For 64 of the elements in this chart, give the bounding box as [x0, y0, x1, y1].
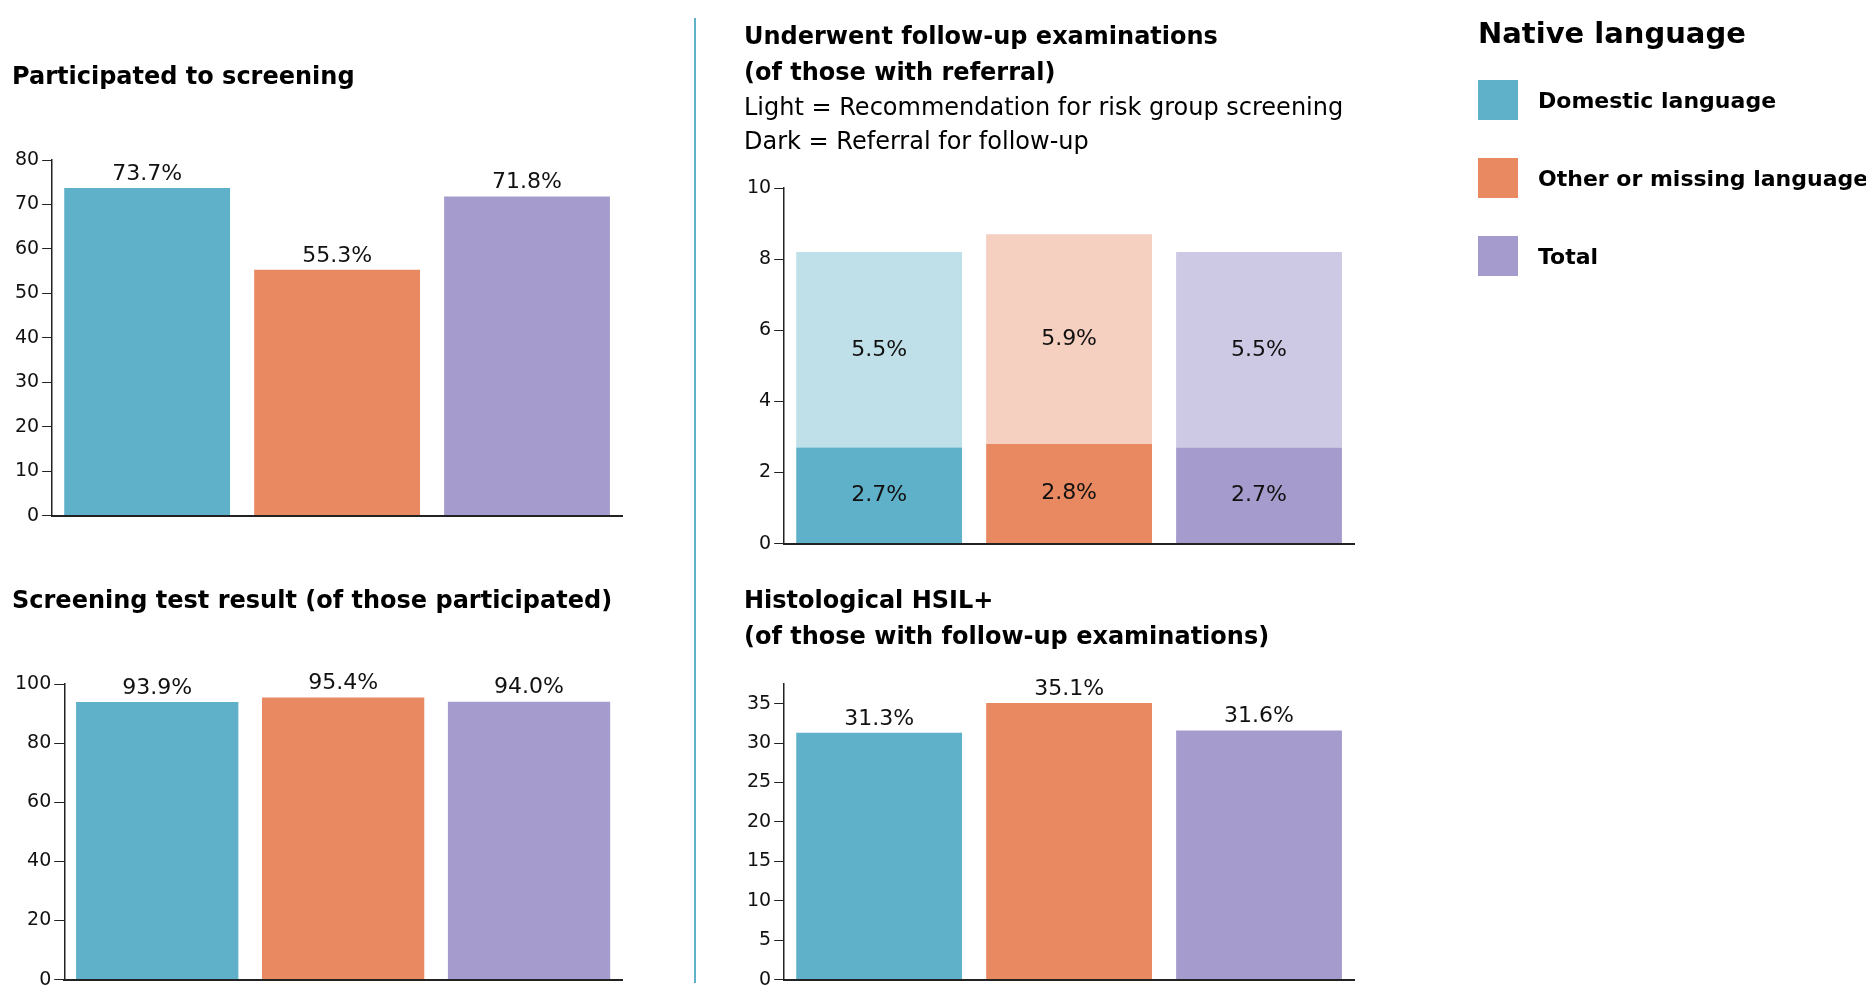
bar	[1176, 447, 1342, 544]
y-tick-label: 80	[27, 730, 52, 753]
data-label: 2.8%	[1041, 479, 1098, 505]
bar	[986, 234, 1152, 445]
data-label: 2.7%	[1231, 481, 1287, 507]
y-tick-label: 30	[14, 369, 40, 392]
data-label: 93.9%	[122, 673, 193, 699]
y-tick-label: 0	[759, 530, 772, 553]
y-tick-label: 35	[746, 690, 772, 713]
y-tick-label: 0	[759, 966, 772, 989]
y-tick-label: 10	[14, 458, 40, 481]
y-tick-label: 70	[14, 191, 40, 214]
y-tick-label: 4	[759, 388, 772, 411]
y-tick-label: 60	[14, 235, 40, 258]
data-label: 31.3%	[844, 704, 915, 730]
y-tick-label: 25	[746, 769, 772, 792]
data-label: 94.0%	[494, 673, 564, 699]
y-tick-label: 2	[759, 459, 772, 482]
data-label: 73.7%	[112, 159, 183, 185]
data-label: 31.6%	[1224, 702, 1294, 728]
y-tick-label: 40	[27, 848, 52, 871]
y-tick-label: 40	[14, 324, 40, 347]
data-label: 2.7%	[851, 481, 908, 507]
data-label: 35.1%	[1034, 674, 1105, 700]
data-label: 5.9%	[1041, 324, 1098, 350]
bar	[254, 269, 420, 516]
bar	[986, 702, 1152, 980]
bar	[1176, 730, 1342, 980]
y-tick-label: 100	[15, 670, 52, 693]
y-tick-label: 20	[14, 413, 40, 436]
y-tick-label: 10	[746, 887, 772, 910]
y-tick-label: 60	[27, 789, 52, 812]
chart-title: Histological HSIL+ (of those with follow-up examinations)	[744, 585, 1271, 652]
y-tick-label: 0	[27, 502, 40, 525]
chart-title: Participated to screening	[12, 61, 356, 92]
chart-title: Screening test result (of those participated)	[12, 585, 614, 616]
bar	[796, 447, 963, 544]
bar	[796, 252, 963, 448]
bar	[444, 196, 610, 516]
data-label: 5.5%	[851, 335, 908, 361]
text: Native language	[1478, 16, 1747, 50]
y-tick-label: 80	[14, 146, 40, 169]
y-tick-label: 30	[746, 730, 772, 753]
y-tick-label: 20	[746, 808, 772, 831]
data-label: 55.3%	[302, 241, 373, 267]
data-label: 71.8%	[492, 168, 562, 194]
bar	[1176, 252, 1342, 448]
data-label: 95.4%	[308, 669, 379, 695]
bar	[64, 188, 231, 516]
data-label: 5.5%	[1231, 335, 1287, 361]
category-label: Domestic language	[1538, 87, 1777, 113]
y-tick-label: 8	[759, 246, 772, 269]
bar	[796, 732, 963, 980]
y-tick-label: 6	[759, 317, 772, 340]
y-tick-label: 10	[746, 174, 772, 197]
y-tick-label: 5	[759, 927, 772, 950]
y-tick-label: 50	[14, 280, 40, 303]
y-tick-label: 0	[39, 966, 52, 989]
chart-subtitle: Light = Recommendation for risk group screening Dark = Referral for follow-up	[744, 92, 1345, 157]
chart-title: Underwent follow-up examinations (of those with referral)	[744, 21, 1219, 88]
y-tick-label: 20	[27, 907, 52, 930]
bar	[986, 444, 1152, 544]
category-label: Total	[1538, 243, 1599, 269]
y-tick-label: 15	[746, 848, 772, 871]
